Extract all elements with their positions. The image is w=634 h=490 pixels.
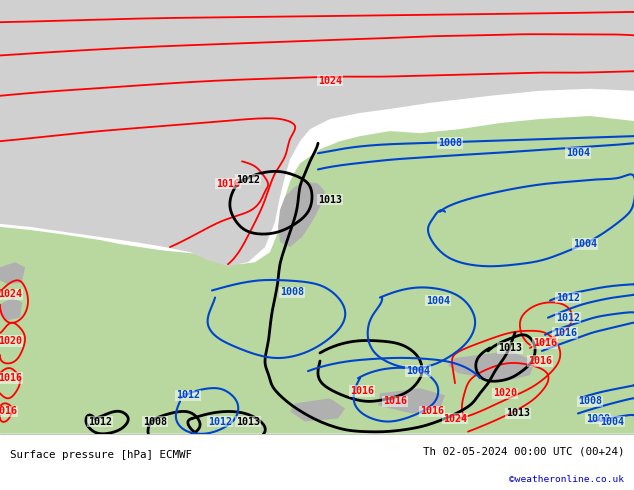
Text: 1012: 1012 [208,416,232,427]
Text: 1016: 1016 [553,328,577,338]
Text: 1008: 1008 [578,396,602,406]
Text: 1024: 1024 [318,75,342,86]
Polygon shape [448,351,535,381]
Text: 1013: 1013 [506,409,530,418]
Polygon shape [0,116,634,434]
Text: 1008: 1008 [586,414,610,423]
Text: 1016: 1016 [383,396,407,406]
Text: 1020: 1020 [493,388,517,398]
Polygon shape [0,0,634,266]
Text: 1004: 1004 [566,148,590,158]
Text: 1013: 1013 [236,416,260,427]
Text: 1008: 1008 [280,288,304,297]
Text: 1024: 1024 [443,414,467,423]
Text: 1012: 1012 [556,313,580,323]
Text: 1016: 1016 [350,386,374,396]
Text: 1012: 1012 [88,416,112,427]
Text: 1016: 1016 [533,338,557,348]
Text: Th 02-05-2024 00:00 UTC (00+24): Th 02-05-2024 00:00 UTC (00+24) [423,447,624,457]
Text: 1012: 1012 [556,293,580,302]
Polygon shape [378,388,445,414]
Text: 1004: 1004 [600,416,624,427]
Text: 1024: 1024 [0,290,22,299]
Polygon shape [290,398,345,421]
Text: ©weatheronline.co.uk: ©weatheronline.co.uk [510,475,624,484]
Text: 1012: 1012 [236,174,260,185]
Text: 1020: 1020 [0,336,22,346]
Text: 1008: 1008 [143,416,167,427]
Text: 1016: 1016 [528,356,552,366]
Text: 1016: 1016 [216,178,240,189]
Text: 1012: 1012 [176,391,200,400]
Text: 1016: 1016 [420,407,444,416]
Text: 1004: 1004 [426,295,450,306]
Text: 1016: 1016 [0,373,22,383]
Polygon shape [0,262,25,284]
Text: Surface pressure [hPa] ECMWF: Surface pressure [hPa] ECMWF [10,450,191,460]
Text: 1016: 1016 [0,407,17,416]
Text: 1004: 1004 [406,366,430,376]
Text: 1013: 1013 [498,343,522,353]
Text: 1008: 1008 [438,138,462,148]
Polygon shape [0,297,22,320]
Text: 1004: 1004 [573,239,597,249]
Polygon shape [278,181,325,247]
Text: 1013: 1013 [318,195,342,205]
